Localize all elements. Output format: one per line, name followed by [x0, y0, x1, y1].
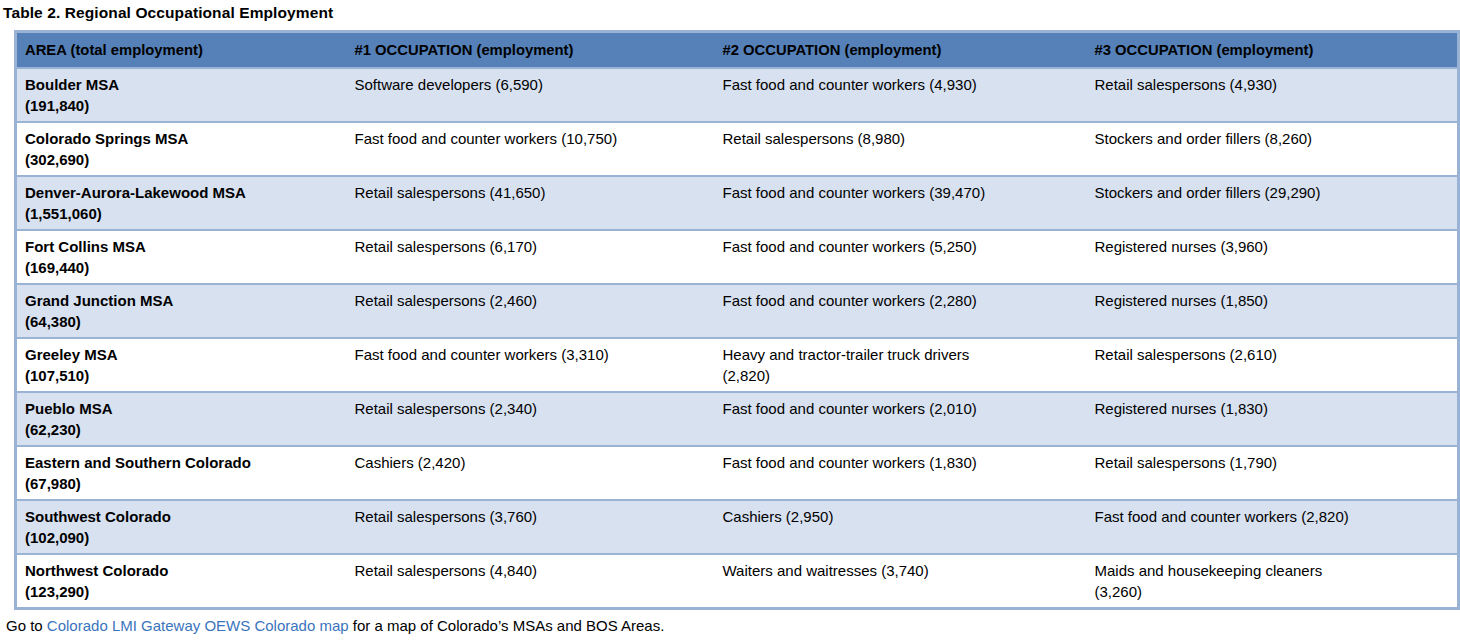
occupation-1-cell: Retail salespersons (6,170) [347, 230, 715, 284]
area-total-employment: (302,690) [25, 149, 339, 170]
occupation-1-cell: Fast food and counter workers (3,310) [347, 338, 715, 392]
area-cell: Fort Collins MSA (169,440) [16, 230, 347, 284]
occupation-3-cell: Retail salespersons (1,790) [1087, 446, 1459, 500]
area-name: Fort Collins MSA [25, 236, 339, 257]
occupation-2-cell: Fast food and counter workers (5,250) [715, 230, 1087, 284]
area-total-employment: (1,551,060) [25, 203, 339, 224]
employment-table: AREA (total employment) #1 OCCUPATION (e… [14, 30, 1460, 610]
occupation-3-cell: Stockers and order fillers (29,290) [1087, 176, 1459, 230]
occupation-1-cell: Retail salespersons (3,760) [347, 500, 715, 554]
occupation-2-cell: Retail salespersons (8,980) [715, 122, 1087, 176]
area-name: Southwest Colorado [25, 506, 339, 527]
area-name: Pueblo MSA [25, 398, 339, 419]
table-row: Greeley MSA (107,510) Fast food and coun… [16, 338, 1459, 392]
occupation-3-cell: Fast food and counter workers (2,820) [1087, 500, 1459, 554]
table-row: Grand Junction MSA (64,380) Retail sales… [16, 284, 1459, 338]
occupation-2-cell: Fast food and counter workers (39,470) [715, 176, 1087, 230]
page-title: Table 2. Regional Occupational Employmen… [3, 4, 1460, 22]
table-row: Pueblo MSA (62,230) Retail salespersons … [16, 392, 1459, 446]
area-cell: Eastern and Southern Colorado (67,980) [16, 446, 347, 500]
area-cell: Southwest Colorado (102,090) [16, 500, 347, 554]
header-row: AREA (total employment) #1 OCCUPATION (e… [16, 32, 1459, 69]
column-header-occ1: #1 OCCUPATION (employment) [347, 32, 715, 69]
occupation-2-cell: Fast food and counter workers (1,830) [715, 446, 1087, 500]
occupation-2-cell: Cashiers (2,950) [715, 500, 1087, 554]
area-name: Greeley MSA [25, 344, 339, 365]
area-name: Northwest Colorado [25, 560, 339, 581]
column-header-occ2: #2 OCCUPATION (employment) [715, 32, 1087, 69]
footer-note: Go to Colorado LMI Gateway OEWS Colorado… [6, 617, 1460, 634]
column-header-occ3: #3 OCCUPATION (employment) [1087, 32, 1459, 69]
area-cell: Denver-Aurora-Lakewood MSA (1,551,060) [16, 176, 347, 230]
table-row: Boulder MSA (191,840) Software developer… [16, 68, 1459, 122]
area-cell: Pueblo MSA (62,230) [16, 392, 347, 446]
area-name: Denver-Aurora-Lakewood MSA [25, 182, 339, 203]
occupation-3-cell: Registered nurses (1,830) [1087, 392, 1459, 446]
occupation-1-cell: Retail salespersons (2,340) [347, 392, 715, 446]
area-total-employment: (62,230) [25, 419, 339, 440]
area-name: Colorado Springs MSA [25, 128, 339, 149]
area-cell: Grand Junction MSA (64,380) [16, 284, 347, 338]
area-total-employment: (102,090) [25, 527, 339, 548]
document-page: Table 2. Regional Occupational Employmen… [0, 0, 1460, 634]
area-cell: Northwest Colorado (123,290) [16, 554, 347, 608]
occupation-3-cell: Registered nurses (1,850) [1087, 284, 1459, 338]
footer-suffix: for a map of Colorado’s MSAs and BOS Are… [349, 617, 665, 634]
column-header-area: AREA (total employment) [16, 32, 347, 69]
occupation-1-cell: Retail salespersons (41,650) [347, 176, 715, 230]
table-row: Northwest Colorado (123,290) Retail sale… [16, 554, 1459, 608]
occupation-2-cell: Fast food and counter workers (2,280) [715, 284, 1087, 338]
occupation-3-cell: Retail salespersons (2,610) [1087, 338, 1459, 392]
table-row: Denver-Aurora-Lakewood MSA (1,551,060) R… [16, 176, 1459, 230]
occupation-3-cell: Stockers and order fillers (8,260) [1087, 122, 1459, 176]
area-name: Eastern and Southern Colorado [25, 452, 339, 473]
occupation-2-cell: Heavy and tractor-trailer truck drivers … [715, 338, 1087, 392]
table-row: Fort Collins MSA (169,440) Retail salesp… [16, 230, 1459, 284]
area-total-employment: (67,980) [25, 473, 339, 494]
area-name: Boulder MSA [25, 74, 339, 95]
occupation-3-cell: Retail salespersons (4,930) [1087, 68, 1459, 122]
area-total-employment: (64,380) [25, 311, 339, 332]
occupation-1-cell: Retail salespersons (2,460) [347, 284, 715, 338]
area-cell: Colorado Springs MSA (302,690) [16, 122, 347, 176]
table-row: Colorado Springs MSA (302,690) Fast food… [16, 122, 1459, 176]
area-total-employment: (169,440) [25, 257, 339, 278]
occupation-1-cell: Software developers (6,590) [347, 68, 715, 122]
footer-prefix: Go to [6, 617, 47, 634]
area-cell: Greeley MSA (107,510) [16, 338, 347, 392]
occupation-3-cell: Maids and housekeeping cleaners (3,260) [1087, 554, 1459, 608]
area-name: Grand Junction MSA [25, 290, 339, 311]
lmi-gateway-link[interactable]: Colorado LMI Gateway OEWS Colorado map [47, 617, 349, 634]
table-row: Eastern and Southern Colorado (67,980) C… [16, 446, 1459, 500]
occupation-3-cell: Registered nurses (3,960) [1087, 230, 1459, 284]
area-total-employment: (123,290) [25, 581, 339, 602]
table-row: Southwest Colorado (102,090) Retail sale… [16, 500, 1459, 554]
occupation-1-cell: Retail salespersons (4,840) [347, 554, 715, 608]
occupation-2-cell: Waiters and waitresses (3,740) [715, 554, 1087, 608]
occupation-1-cell: Fast food and counter workers (10,750) [347, 122, 715, 176]
area-total-employment: (107,510) [25, 365, 339, 386]
area-cell: Boulder MSA (191,840) [16, 68, 347, 122]
area-total-employment: (191,840) [25, 95, 339, 116]
occupation-1-cell: Cashiers (2,420) [347, 446, 715, 500]
occupation-2-cell: Fast food and counter workers (2,010) [715, 392, 1087, 446]
occupation-2-cell: Fast food and counter workers (4,930) [715, 68, 1087, 122]
